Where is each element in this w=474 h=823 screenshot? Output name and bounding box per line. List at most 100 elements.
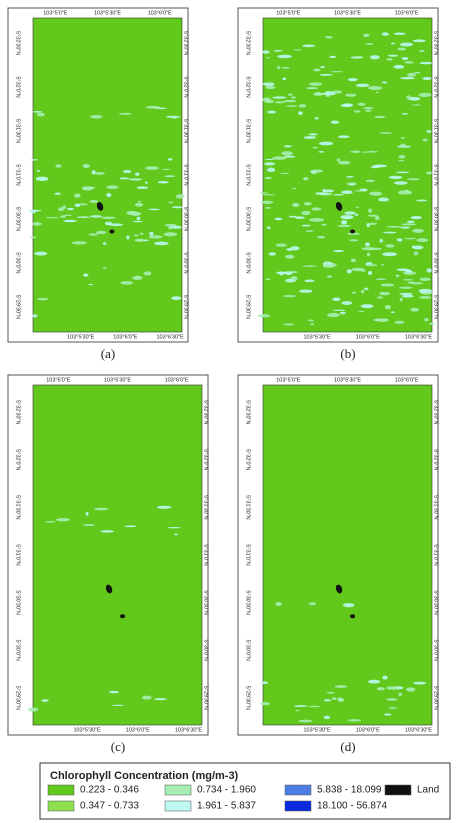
patch	[410, 307, 420, 312]
map-panel: 103°5'0"E 103°5'30"E 103°6'0"E 103°5'30"E 10…	[237, 7, 439, 343]
top-label: 103°5'0"E	[276, 10, 300, 16]
right-label: 5°31'0"N	[433, 164, 439, 185]
left-label: 5°31'30"N	[15, 495, 21, 519]
patch	[393, 32, 406, 36]
patch	[404, 61, 414, 64]
patch	[155, 107, 167, 110]
patch	[266, 167, 276, 172]
top-label: 103°6'0"E	[148, 10, 172, 16]
left-label: 5°29'30"N	[15, 686, 21, 710]
patch	[400, 76, 415, 80]
patch	[323, 91, 336, 96]
top-label: 103°6'0"E	[395, 377, 419, 383]
patch	[274, 101, 285, 104]
patch	[393, 181, 408, 185]
patch	[298, 111, 303, 116]
patch	[272, 96, 287, 99]
left-label: 5°30'30"N	[245, 207, 251, 231]
patch	[331, 697, 337, 701]
patch	[41, 699, 49, 702]
patch	[282, 77, 287, 81]
patch	[136, 186, 149, 189]
top-label: 103°5'0"E	[43, 10, 67, 16]
left-label: 5°32'30"N	[245, 400, 251, 424]
patch	[120, 281, 134, 285]
patch	[306, 87, 318, 89]
patch	[351, 291, 357, 294]
patch	[407, 72, 416, 77]
top-label: 103°5'30"E	[94, 10, 122, 16]
bottom-label: 103°6'0"E	[113, 334, 137, 340]
patch	[281, 67, 290, 69]
map-area	[262, 17, 433, 333]
patch	[394, 320, 405, 324]
right-label: 5°31'30"N	[183, 119, 189, 143]
patch	[31, 222, 42, 226]
patch	[416, 199, 427, 202]
patch	[367, 214, 378, 217]
patch	[175, 194, 185, 199]
bottom-label: 103°6'30"E	[156, 334, 184, 340]
patch	[305, 230, 314, 232]
panel-caption: (a)	[101, 346, 115, 361]
patch	[85, 511, 89, 516]
patch	[54, 192, 61, 195]
patch	[291, 96, 296, 99]
patch	[379, 291, 391, 296]
right-label: 5°29'30"N	[433, 686, 439, 710]
right-label: 5°29'30"N	[433, 295, 439, 319]
right-label: 5°32'30"N	[203, 400, 209, 424]
patch	[345, 93, 357, 97]
patch	[164, 175, 176, 178]
patch	[64, 214, 73, 216]
left-label: 5°30'30"N	[15, 207, 21, 231]
patch	[365, 179, 376, 183]
right-label: 5°29'30"N	[203, 686, 209, 710]
patch	[369, 55, 380, 60]
patch	[319, 141, 334, 146]
patch	[288, 93, 293, 96]
top-label: 103°5'0"E	[276, 377, 300, 383]
left-label: 5°32'0"N	[245, 76, 251, 97]
patch	[34, 251, 48, 256]
patch	[126, 235, 130, 240]
patch	[111, 704, 125, 706]
patch	[401, 223, 417, 226]
patch	[95, 230, 107, 235]
patch	[260, 701, 271, 706]
patch	[262, 82, 275, 86]
patch	[286, 105, 298, 107]
patch	[171, 296, 182, 301]
patch	[100, 530, 115, 533]
patch	[295, 709, 300, 712]
left-label: 5°29'30"N	[245, 686, 251, 710]
patch	[401, 294, 414, 298]
patch	[171, 206, 183, 209]
patch	[137, 200, 142, 203]
patch	[81, 186, 93, 191]
patch	[63, 219, 77, 223]
patch	[299, 289, 313, 293]
right-label: 5°30'30"N	[203, 590, 209, 614]
patch	[341, 301, 353, 305]
patch	[261, 50, 270, 54]
patch	[400, 143, 406, 148]
patch	[375, 91, 379, 94]
patch	[339, 311, 346, 315]
top-label: 103°6'0"E	[395, 10, 419, 16]
patch	[275, 602, 282, 607]
legend-box	[39, 762, 451, 820]
patch	[273, 49, 283, 52]
patch	[303, 176, 309, 181]
patch	[88, 233, 99, 236]
patch	[144, 166, 159, 171]
patch	[381, 32, 389, 36]
patch	[264, 176, 272, 180]
map-panel: 103°5'0"E 103°5'30"E 103°6'0"E 103°5'30"E 10…	[7, 7, 189, 343]
patch	[367, 222, 378, 225]
patch	[303, 202, 312, 206]
right-label: 5°31'0"N	[203, 544, 209, 565]
bottom-label: 103°6'0"E	[126, 727, 150, 733]
patch	[260, 200, 274, 204]
patch	[398, 159, 405, 162]
